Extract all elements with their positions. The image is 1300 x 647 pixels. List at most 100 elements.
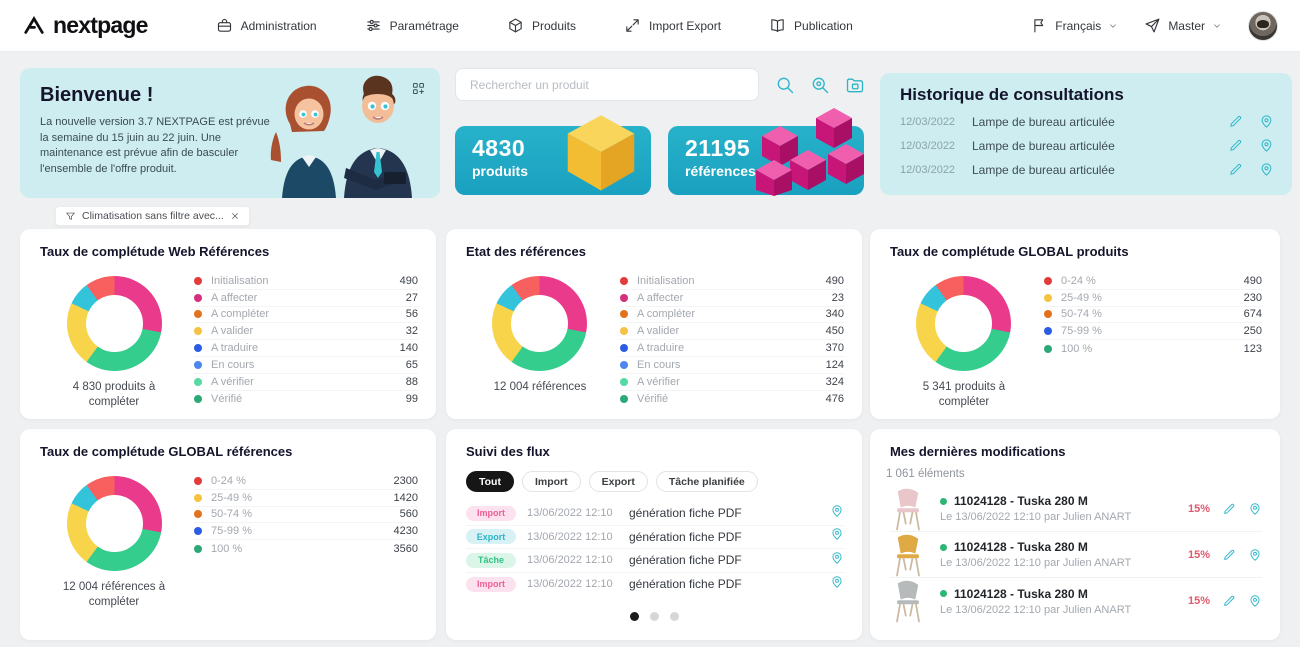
legend-dot bbox=[194, 327, 202, 336]
flux-pagination bbox=[466, 612, 844, 621]
nav-label: Paramétrage bbox=[389, 18, 459, 33]
legend-row: 25-49 % 1420 bbox=[194, 490, 418, 507]
legend-row: A valider 450 bbox=[619, 323, 844, 341]
close-icon[interactable] bbox=[230, 211, 240, 221]
card-title: Suivi des flux bbox=[465, 444, 550, 459]
stat-references-label: références bbox=[685, 163, 756, 179]
legend-dot bbox=[619, 327, 628, 336]
history-row[interactable]: 12/03/2022 Lampe de bureau articulée bbox=[900, 138, 1274, 153]
edit-icon[interactable] bbox=[1228, 138, 1243, 153]
legend-row: En cours 65 bbox=[194, 357, 418, 374]
modification-detail: Le 13/06/2022 12:10 par Julien ANART bbox=[939, 557, 1132, 569]
locate-icon[interactable] bbox=[1259, 114, 1274, 129]
legend-row: 75-99 % 4230 bbox=[194, 523, 418, 541]
stat-references[interactable]: 21195 références bbox=[668, 108, 864, 196]
donut-chart bbox=[492, 276, 588, 371]
status-dot bbox=[939, 543, 947, 551]
locate-icon[interactable] bbox=[1259, 162, 1274, 177]
edit-icon[interactable] bbox=[1222, 594, 1236, 608]
chevron-down-icon bbox=[1212, 21, 1222, 31]
active-filter-chip[interactable]: Climatisation sans filtre avec... bbox=[55, 206, 250, 226]
flux-tab-import[interactable]: Import bbox=[521, 471, 581, 492]
locate-icon[interactable] bbox=[830, 527, 844, 541]
flux-badge: Import bbox=[465, 505, 516, 521]
modification-row[interactable]: 11024128 - Tuska 280 M Le 13/06/2022 12:… bbox=[889, 532, 1263, 578]
locate-icon[interactable] bbox=[1259, 138, 1274, 153]
legend-dot bbox=[619, 310, 628, 319]
locate-icon[interactable] bbox=[1248, 502, 1262, 516]
nav-publication[interactable]: Publication bbox=[769, 17, 853, 34]
pagination-dot[interactable] bbox=[650, 612, 660, 621]
edit-icon[interactable] bbox=[1222, 548, 1236, 562]
welcome-message: La nouvelle version 3.7 NEXTPAGE est pré… bbox=[40, 116, 270, 175]
history-date: 12/03/2022 bbox=[900, 115, 956, 128]
nav-import-export[interactable]: Import Export bbox=[624, 17, 721, 34]
flux-row[interactable]: Export 13/06/2022 12:10 génération fiche… bbox=[465, 526, 844, 549]
flux-row[interactable]: Import 13/06/2022 12:10 génération fiche… bbox=[465, 502, 844, 526]
edit-icon[interactable] bbox=[1222, 502, 1236, 516]
flag-icon bbox=[1031, 17, 1048, 34]
completion-percent: 15% bbox=[1187, 548, 1211, 561]
legend-row: A compléter 340 bbox=[619, 307, 844, 324]
history-row[interactable]: 12/03/2022 Lampe de bureau articulée bbox=[900, 114, 1274, 129]
flux-filter-tabs: Tout Import Export Tâche planifiée bbox=[465, 471, 844, 492]
locate-icon[interactable] bbox=[830, 575, 844, 589]
workspace-selector[interactable]: Master bbox=[1144, 17, 1222, 34]
status-dot bbox=[939, 590, 947, 597]
user-avatar[interactable] bbox=[1248, 10, 1278, 41]
chart-legend: Initialisation 490 A affecter 27 A complét… bbox=[194, 271, 418, 410]
card-suivi-des-flux: Suivi des flux Tout Import Export Tâche … bbox=[445, 429, 862, 640]
legend-row: A vérifier 324 bbox=[619, 374, 844, 391]
history-date: 12/03/2022 bbox=[900, 163, 956, 176]
legend-dot bbox=[1043, 293, 1052, 302]
legend-dot bbox=[194, 276, 202, 285]
stat-produits[interactable]: 4830 produits bbox=[455, 115, 651, 195]
saved-search-folder-icon[interactable] bbox=[845, 75, 865, 95]
card-title: Taux de complétude Web Références bbox=[40, 244, 270, 259]
search-input[interactable] bbox=[455, 68, 759, 101]
edit-icon[interactable] bbox=[1228, 114, 1243, 129]
product-thumbnail bbox=[896, 488, 920, 530]
pagination-dot[interactable] bbox=[630, 612, 640, 621]
nextpage-logo[interactable]: nextpage bbox=[22, 12, 148, 39]
search-icon[interactable] bbox=[775, 75, 795, 95]
search-icons bbox=[775, 75, 865, 95]
cube-icon bbox=[507, 17, 524, 34]
top-navbar: nextpage Administration Paramétrage Prod… bbox=[0, 0, 1300, 52]
locate-icon[interactable] bbox=[830, 551, 844, 565]
card-completude-global-references: Taux de complétude GLOBAL références 12 … bbox=[20, 429, 436, 640]
flux-description: génération fiche PDF bbox=[628, 529, 742, 544]
locate-icon[interactable] bbox=[1248, 594, 1262, 608]
flux-tab-tache-planifiee[interactable]: Tâche planifiée bbox=[655, 471, 758, 492]
language-selector[interactable]: Français bbox=[1031, 17, 1118, 34]
sliders-icon bbox=[365, 17, 382, 34]
filter-funnel-icon bbox=[65, 211, 76, 222]
modification-detail: Le 13/06/2022 12:10 par Julien ANART bbox=[939, 511, 1132, 523]
locate-icon[interactable] bbox=[830, 504, 844, 518]
flux-tab-tout[interactable]: Tout bbox=[465, 471, 514, 492]
flux-row[interactable]: Tâche 13/06/2022 12:10 génération fiche … bbox=[465, 549, 844, 573]
history-row[interactable]: 12/03/2022 Lampe de bureau articulée bbox=[900, 162, 1274, 177]
modifications-count: 1 061 éléments bbox=[885, 468, 965, 480]
locate-icon[interactable] bbox=[1248, 548, 1262, 562]
flux-row[interactable]: Import 13/06/2022 12:10 génération fiche… bbox=[465, 573, 844, 597]
modification-row[interactable]: 11024128 - Tuska 280 M Le 13/06/2022 12:… bbox=[889, 486, 1263, 532]
center-column: 4830 produits 21195 références bbox=[455, 68, 865, 198]
card-completude-web-references: Taux de complétude Web Références 4 830 … bbox=[20, 229, 436, 419]
nav-label: Publication bbox=[794, 18, 853, 33]
advanced-search-icon[interactable] bbox=[810, 75, 830, 95]
legend-row: 50-74 % 674 bbox=[1043, 307, 1263, 324]
edit-icon[interactable] bbox=[1228, 162, 1243, 177]
flux-tab-export[interactable]: Export bbox=[588, 471, 648, 492]
nav-label: Import Export bbox=[649, 18, 722, 33]
nav-label: Produits bbox=[531, 18, 577, 33]
nav-parametrage[interactable]: Paramétrage bbox=[365, 17, 459, 34]
nav-produits[interactable]: Produits bbox=[507, 17, 576, 34]
pagination-dot[interactable] bbox=[670, 612, 680, 621]
legend-dot bbox=[1043, 344, 1052, 353]
modification-row[interactable]: 11024128 - Tuska 280 M Le 13/06/2022 12:… bbox=[890, 578, 1262, 624]
legend-row: A vérifier 88 bbox=[194, 374, 418, 391]
donut-caption: 12 004 références à compléter bbox=[62, 581, 166, 608]
nav-administration[interactable]: Administration bbox=[216, 17, 317, 34]
donut-caption: 5 341 produits à compléter bbox=[922, 381, 1006, 408]
